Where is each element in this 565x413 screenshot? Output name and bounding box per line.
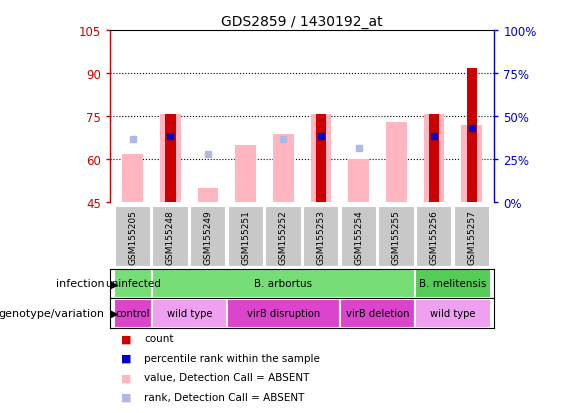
Text: value, Detection Call = ABSENT: value, Detection Call = ABSENT — [144, 373, 310, 382]
Text: ▶: ▶ — [111, 279, 119, 289]
Text: uninfected: uninfected — [105, 279, 160, 289]
FancyBboxPatch shape — [341, 206, 377, 268]
FancyBboxPatch shape — [454, 206, 490, 268]
Text: ▶: ▶ — [111, 309, 119, 318]
Text: GSM155254: GSM155254 — [354, 209, 363, 264]
FancyBboxPatch shape — [114, 269, 151, 298]
FancyBboxPatch shape — [190, 206, 226, 268]
Text: GSM155251: GSM155251 — [241, 209, 250, 264]
FancyBboxPatch shape — [153, 206, 189, 268]
Bar — [386, 123, 407, 203]
FancyBboxPatch shape — [415, 299, 490, 328]
Text: control: control — [115, 309, 150, 318]
FancyBboxPatch shape — [151, 269, 415, 298]
Text: percentile rank within the sample: percentile rank within the sample — [144, 353, 320, 363]
Text: ■: ■ — [121, 373, 132, 382]
Bar — [273, 134, 294, 203]
Text: wild type: wild type — [167, 309, 212, 318]
Text: infection: infection — [56, 279, 105, 289]
Text: B. arbortus: B. arbortus — [254, 279, 312, 289]
Text: GSM155255: GSM155255 — [392, 209, 401, 264]
Text: virB deletion: virB deletion — [346, 309, 410, 318]
FancyBboxPatch shape — [303, 206, 339, 268]
Text: GSM155205: GSM155205 — [128, 209, 137, 264]
Bar — [311, 114, 332, 203]
Bar — [165, 114, 176, 203]
FancyBboxPatch shape — [114, 299, 151, 328]
Title: GDS2859 / 1430192_at: GDS2859 / 1430192_at — [221, 15, 383, 29]
Bar — [160, 114, 181, 203]
Text: GSM155253: GSM155253 — [316, 209, 325, 264]
Bar — [462, 126, 482, 203]
FancyBboxPatch shape — [340, 299, 415, 328]
Text: genotype/variation: genotype/variation — [0, 309, 105, 318]
Text: GSM155252: GSM155252 — [279, 209, 288, 264]
Text: GSM155248: GSM155248 — [166, 209, 175, 264]
Bar — [424, 114, 445, 203]
FancyBboxPatch shape — [266, 206, 302, 268]
Bar — [123, 154, 143, 203]
Text: GSM155249: GSM155249 — [203, 209, 212, 264]
Bar — [429, 114, 440, 203]
Text: ■: ■ — [121, 392, 132, 402]
FancyBboxPatch shape — [151, 299, 227, 328]
FancyBboxPatch shape — [115, 206, 151, 268]
FancyBboxPatch shape — [227, 299, 340, 328]
Bar — [349, 160, 369, 203]
Text: GSM155257: GSM155257 — [467, 209, 476, 264]
FancyBboxPatch shape — [379, 206, 415, 268]
Text: GSM155256: GSM155256 — [429, 209, 438, 264]
Text: virB disruption: virB disruption — [247, 309, 320, 318]
Text: wild type: wild type — [430, 309, 476, 318]
Text: rank, Detection Call = ABSENT: rank, Detection Call = ABSENT — [144, 392, 305, 402]
FancyBboxPatch shape — [416, 206, 452, 268]
Text: ■: ■ — [121, 353, 132, 363]
FancyBboxPatch shape — [228, 206, 264, 268]
Text: ■: ■ — [121, 334, 132, 344]
Text: count: count — [144, 334, 173, 344]
FancyBboxPatch shape — [415, 269, 490, 298]
Bar — [198, 188, 219, 203]
Bar — [236, 146, 256, 203]
Text: B. melitensis: B. melitensis — [419, 279, 486, 289]
Bar — [316, 114, 327, 203]
Bar — [467, 69, 477, 203]
